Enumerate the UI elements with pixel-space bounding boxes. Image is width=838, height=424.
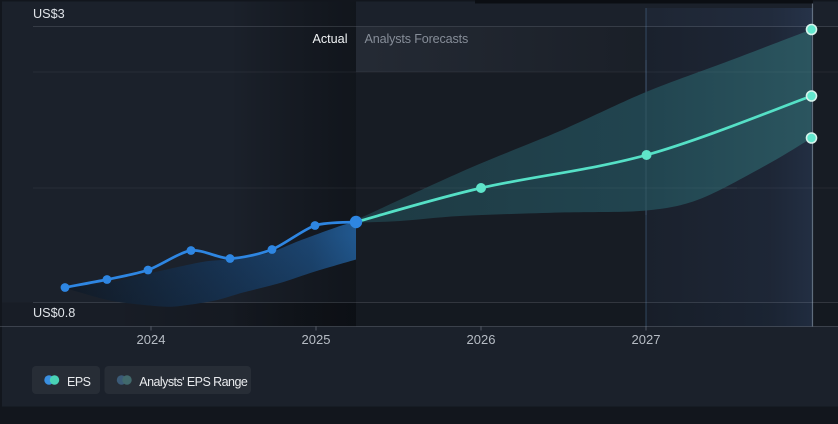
svg-text:Analysts' EPS Range: Analysts' EPS Range	[139, 375, 248, 389]
svg-text:Analysts Forecasts: Analysts Forecasts	[365, 32, 469, 46]
svg-text:2026: 2026	[467, 332, 496, 347]
svg-text:2025: 2025	[302, 332, 331, 347]
svg-text:US$0.8: US$0.8	[33, 306, 75, 320]
svg-text:2027: 2027	[632, 332, 661, 347]
svg-text:US$3: US$3	[33, 7, 65, 21]
svg-text:EPS: EPS	[67, 375, 91, 389]
svg-text:Actual: Actual	[312, 32, 347, 46]
svg-text:2024: 2024	[137, 332, 166, 347]
